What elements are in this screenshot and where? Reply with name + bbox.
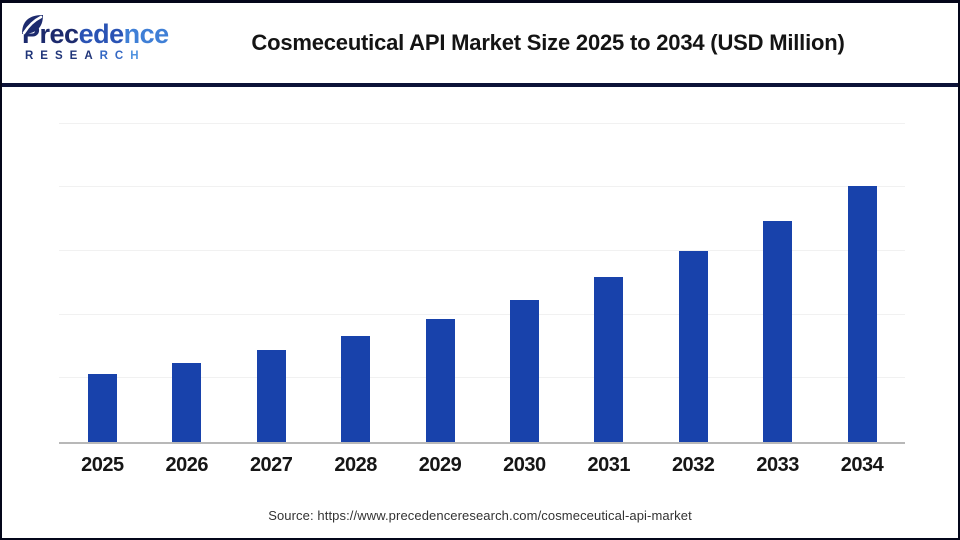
x-tick-label: 2033: [756, 454, 799, 476]
x-tick-label: 2027: [249, 454, 293, 476]
plot-area: [59, 92, 905, 444]
source-text: Source: https://www.precedenceresearch.c…: [268, 508, 692, 523]
chart-title: Cosmeceutical API Market Size 2025 to 20…: [251, 30, 845, 55]
bar-2028: [341, 335, 371, 442]
bar-2033: [763, 221, 793, 442]
x-tick-label: 2032: [671, 454, 715, 476]
bar-2034: [847, 186, 877, 442]
x-axis: 2025 2026 2027 2028 2029 2030 2031 2032 2033 2034: [59, 454, 905, 480]
footer: Source: https://www.precedenceresearch.c…: [2, 507, 958, 525]
x-tick-label: 2029: [418, 454, 462, 476]
logo-text-2: ede: [78, 19, 125, 50]
gridline: [59, 186, 905, 188]
x-tick-label: 2025: [81, 454, 124, 476]
bar-2025: [87, 373, 117, 442]
bar-2032: [678, 251, 708, 442]
x-tick-label: 2030: [503, 454, 546, 476]
header: Precedence RESEARCH Cosmeceutical API Ma…: [2, 3, 958, 87]
x-tick-label: 2031: [587, 454, 631, 476]
bar-2026: [172, 362, 202, 442]
x-tick-label: 2026: [165, 454, 209, 476]
gridline: [59, 377, 905, 379]
bar-2030: [509, 299, 539, 442]
bar-2029: [425, 319, 455, 442]
gridline: [59, 313, 905, 315]
bar-2031: [594, 277, 624, 442]
x-tick-label: 2028: [334, 454, 377, 476]
bar-chart: 2025 2026 2027 2028 2029 2030 2031 2032 2033 2034: [2, 89, 958, 538]
bar-2027: [256, 350, 286, 442]
logo-wordmark: Precedence: [22, 15, 192, 50]
precedence-research-logo: Precedence RESEARCH: [22, 15, 192, 63]
x-tick-label: 2034: [840, 454, 884, 476]
gridline: [59, 250, 905, 252]
gridline: [59, 122, 905, 124]
logo-subtitle: RESEARCH: [25, 50, 146, 63]
leaf-icon: [18, 12, 45, 44]
logo-text-3: nce: [123, 19, 170, 50]
